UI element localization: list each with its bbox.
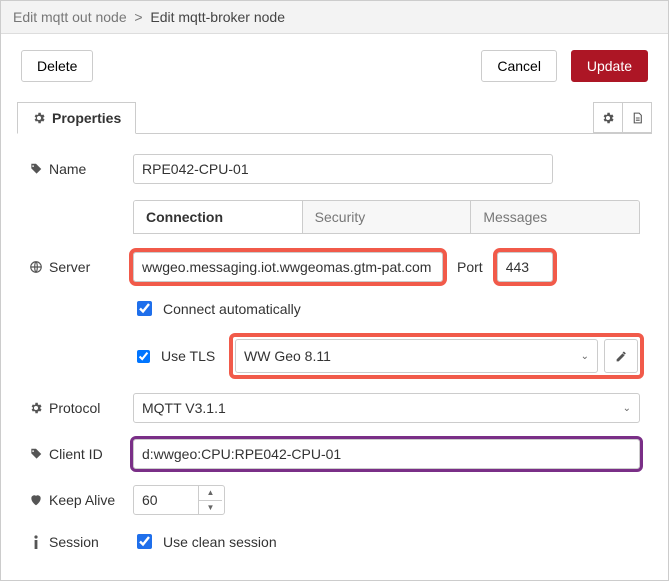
name-input[interactable]: [133, 154, 553, 184]
tab-messages[interactable]: Messages: [471, 201, 639, 233]
globe-icon: [29, 260, 43, 274]
doc-icon-button[interactable]: [622, 102, 652, 133]
row-name: Name: [29, 154, 640, 184]
heartbeat-icon: [29, 493, 43, 507]
use-tls-checkbox[interactable]: [137, 350, 150, 363]
label-use-clean: Use clean session: [163, 534, 277, 550]
row-client-id: Client ID: [29, 439, 640, 469]
label-use-tls: Use TLS: [161, 348, 225, 364]
label-name: Name: [49, 161, 86, 177]
row-session: Session Use clean session: [29, 531, 640, 552]
label-keep-alive: Keep Alive: [49, 492, 115, 508]
label-server: Server: [49, 259, 90, 275]
keep-alive-input[interactable]: [134, 486, 198, 514]
breadcrumb-parent[interactable]: Edit mqtt out node: [13, 9, 127, 25]
protocol-select[interactable]: MQTT V3.1.1 ⌄: [133, 393, 640, 423]
action-bar: Delete Cancel Update: [1, 34, 668, 102]
step-down-icon[interactable]: ▼: [199, 501, 222, 515]
gear-icon: [29, 401, 43, 415]
cancel-button[interactable]: Cancel: [481, 50, 557, 82]
editor-panel: Edit mqtt out node > Edit mqtt-broker no…: [0, 0, 669, 581]
row-protocol: Protocol MQTT V3.1.1 ⌄: [29, 393, 640, 423]
tab-properties-label: Properties: [52, 110, 121, 126]
delete-button[interactable]: Delete: [21, 50, 93, 82]
info-icon: [29, 535, 43, 549]
label-protocol: Protocol: [49, 400, 100, 416]
main-tabs: Properties: [17, 102, 652, 134]
client-id-input[interactable]: [133, 439, 640, 469]
connection-tabs: Connection Security Messages: [133, 200, 640, 234]
tls-config-select[interactable]: WW Geo 8.11 ⌄: [235, 339, 598, 373]
row-keep-alive: Keep Alive ▲ ▼: [29, 485, 640, 515]
settings-icon-button[interactable]: [593, 102, 623, 133]
port-input[interactable]: [497, 252, 553, 282]
tag-icon: [29, 162, 43, 176]
row-server: Server Port: [29, 252, 640, 282]
breadcrumb-current: Edit mqtt-broker node: [150, 9, 285, 25]
tls-config-value: WW Geo 8.11: [244, 348, 331, 364]
keep-alive-stepper[interactable]: ▲ ▼: [133, 485, 225, 515]
label-session: Session: [49, 534, 99, 550]
chevron-down-icon: ⌄: [581, 351, 589, 362]
label-port: Port: [453, 259, 487, 275]
label-client-id: Client ID: [49, 446, 103, 462]
server-input[interactable]: [133, 252, 443, 282]
form: Name Connection Security Messages Server: [1, 134, 668, 580]
tab-connection[interactable]: Connection: [134, 201, 303, 233]
step-up-icon[interactable]: ▲: [199, 486, 222, 501]
tab-security[interactable]: Security: [303, 201, 472, 233]
tab-properties[interactable]: Properties: [17, 102, 136, 134]
label-connect-auto: Connect automatically: [163, 301, 301, 317]
gear-icon: [32, 111, 46, 125]
use-clean-checkbox[interactable]: [137, 534, 152, 549]
chevron-down-icon: ⌄: [623, 403, 631, 414]
protocol-value: MQTT V3.1.1: [142, 400, 226, 416]
tag-icon: [29, 447, 43, 461]
row-connect-options: Connect automatically Use TLS WW Geo 8.1…: [29, 298, 640, 375]
breadcrumb: Edit mqtt out node > Edit mqtt-broker no…: [1, 1, 668, 34]
connect-auto-checkbox[interactable]: [137, 301, 152, 316]
update-button[interactable]: Update: [571, 50, 648, 82]
tls-edit-button[interactable]: [604, 339, 638, 373]
